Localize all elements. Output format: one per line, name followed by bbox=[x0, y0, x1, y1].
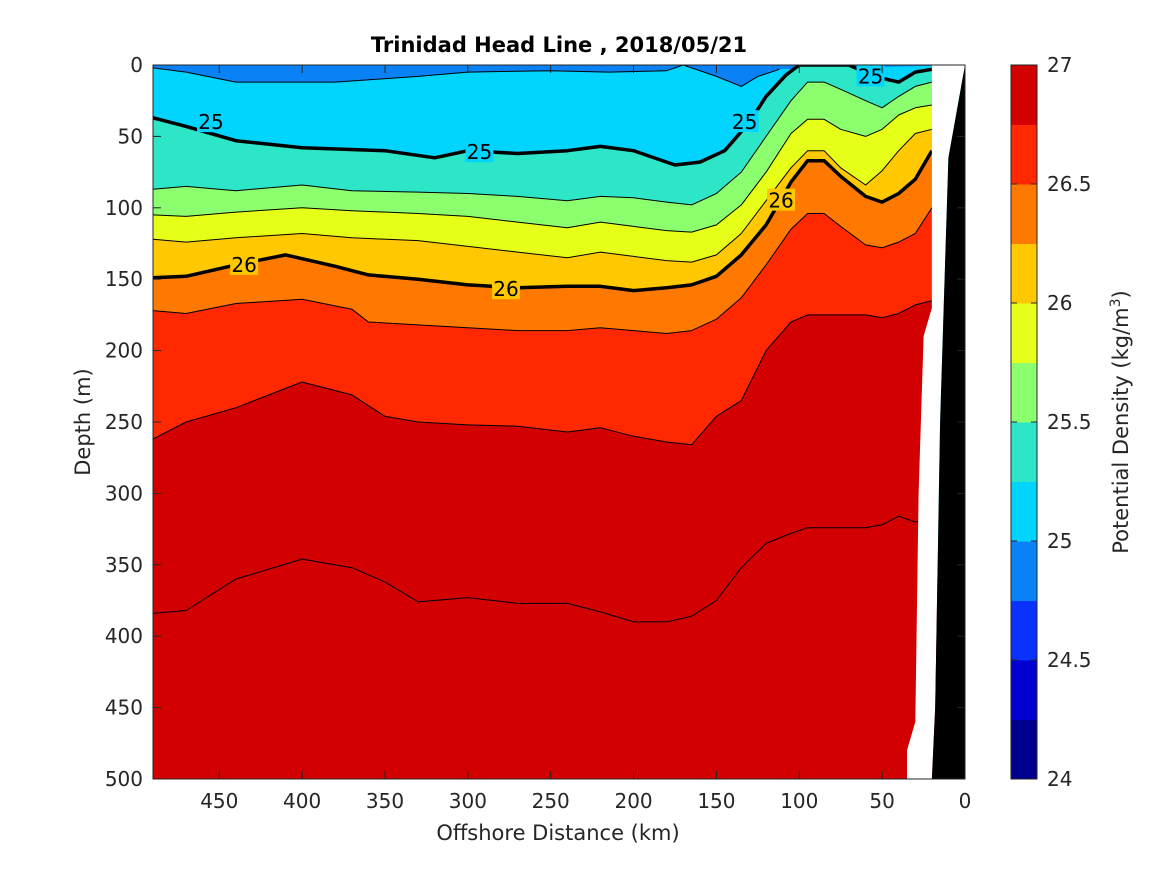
isoline-25.25 bbox=[153, 81, 933, 206]
x-tick-label-9: 0 bbox=[959, 789, 972, 813]
colorbar-swatch-1 bbox=[1011, 660, 1037, 720]
contour-label-layer: 25 25 25 25 26 26 26 bbox=[197, 64, 885, 301]
colorbar-swatch-6 bbox=[1011, 362, 1037, 423]
colorbar-swatch-4 bbox=[1011, 481, 1037, 542]
colorbar-swatch-10 bbox=[1011, 124, 1037, 185]
colorbar-tick-label-5: 26.5 bbox=[1047, 172, 1092, 196]
density-band-4 bbox=[153, 129, 932, 291]
colorbar-swatch-7 bbox=[1011, 303, 1037, 363]
colorbar: 24 24.5 25 25.5 26 26.5 27 bbox=[1010, 53, 1092, 791]
isoline-25.75 bbox=[153, 128, 933, 263]
coastline-layer bbox=[907, 65, 965, 779]
contour-label-bg-5 bbox=[491, 277, 520, 300]
contour-label-1: 25 bbox=[467, 140, 492, 164]
isoline-26.25 bbox=[153, 207, 933, 334]
density-band-2 bbox=[153, 82, 932, 233]
colorbar-tick-label-2: 25 bbox=[1047, 529, 1072, 553]
x-tick-label-0: 450 bbox=[200, 789, 238, 813]
density-band-7 bbox=[153, 300, 932, 622]
contour-label-4: 26 bbox=[231, 253, 256, 277]
y-tick-label-8: 400 bbox=[105, 624, 143, 648]
contour-label-6: 26 bbox=[768, 189, 793, 213]
y-tick-label-5: 250 bbox=[105, 410, 143, 434]
y-tick-label-1: 50 bbox=[118, 124, 143, 148]
y-tick-label-7: 350 bbox=[105, 553, 143, 577]
contour-label-5: 26 bbox=[493, 277, 518, 301]
y-tick-label-9: 450 bbox=[105, 696, 143, 720]
colorbar-title-superscript: 3 bbox=[1108, 298, 1124, 307]
x-tick-label-1: 400 bbox=[283, 789, 321, 813]
colorbar-swatch-0 bbox=[1011, 719, 1037, 780]
colorbar-swatch-3 bbox=[1011, 541, 1037, 601]
contour-label-bg-2 bbox=[730, 110, 759, 133]
contour-label-bg-1 bbox=[465, 140, 494, 163]
x-tick-label-2: 350 bbox=[366, 789, 404, 813]
y-tick-label-4: 200 bbox=[105, 339, 143, 363]
coast-land bbox=[931, 65, 965, 779]
colorbar-title: Potential Density (kg/m3) bbox=[1108, 290, 1133, 554]
x-axis-title: Offshore Distance (km) bbox=[436, 821, 679, 845]
isoline-26 bbox=[153, 149, 934, 293]
density-band-8 bbox=[153, 516, 965, 779]
colorbar-swatch-8 bbox=[1011, 243, 1037, 304]
contour-label-0: 25 bbox=[198, 110, 223, 134]
y-axis-title: Depth (m) bbox=[71, 368, 95, 475]
contour-fill-layer bbox=[153, 65, 965, 779]
colorbar-swatch-9 bbox=[1011, 184, 1037, 244]
colorbar-swatch-2 bbox=[1011, 600, 1037, 661]
x-tick-label-6: 150 bbox=[697, 789, 735, 813]
colorbar-swatch-5 bbox=[1011, 422, 1037, 482]
chart-title: Trinidad Head Line , 2018/05/21 bbox=[371, 33, 747, 57]
colorbar-title-main: Potential Density (kg/m bbox=[1109, 307, 1133, 553]
y-tick-label-10: 500 bbox=[105, 767, 143, 791]
x-tick-label-5: 200 bbox=[614, 789, 652, 813]
y-tick-label-2: 100 bbox=[105, 196, 143, 220]
axis-layer: 450 400 350 300 250 200 150 100 50 00501001502002… bbox=[105, 53, 972, 813]
contour-label-bg-0 bbox=[197, 110, 225, 133]
colorbar-title-close: ) bbox=[1109, 290, 1133, 298]
isoline-26.5 bbox=[153, 300, 933, 446]
density-band-3 bbox=[153, 105, 932, 263]
colorbar-tick-label-6: 27 bbox=[1047, 53, 1072, 77]
isoline-25.5 bbox=[153, 104, 932, 233]
density-band-top bbox=[153, 65, 965, 87]
colorbar-tick-label-3: 25.5 bbox=[1047, 410, 1092, 434]
colorbar-tick-label-1: 24.5 bbox=[1047, 648, 1092, 672]
contour-label-2: 25 bbox=[732, 110, 757, 134]
density-band-6 bbox=[153, 207, 932, 445]
coast-gap bbox=[907, 65, 965, 779]
isoline-26.75 bbox=[153, 515, 932, 623]
density-band-1 bbox=[153, 65, 932, 205]
y-tick-label-3: 150 bbox=[105, 267, 143, 291]
x-tick-label-7: 100 bbox=[780, 789, 818, 813]
contour-label-bg-4 bbox=[230, 252, 259, 275]
contour-label-bg-3 bbox=[856, 64, 885, 87]
x-tick-label-4: 250 bbox=[532, 789, 570, 813]
contour-label-bg-6 bbox=[767, 188, 796, 211]
density-band-5 bbox=[153, 150, 932, 334]
isoline-24.75 bbox=[153, 65, 780, 87]
density-band-0 bbox=[153, 65, 932, 165]
colorbar-tick-label-4: 26 bbox=[1047, 291, 1072, 315]
colorbar-swatch-11 bbox=[1011, 65, 1037, 125]
x-tick-label-3: 300 bbox=[449, 789, 487, 813]
y-tick-label-6: 300 bbox=[105, 481, 143, 505]
contour-label-3: 25 bbox=[858, 64, 883, 88]
x-tick-label-8: 50 bbox=[869, 789, 894, 813]
colorbar-tick-label-0: 24 bbox=[1047, 767, 1072, 791]
y-tick-label-0: 0 bbox=[130, 53, 143, 77]
